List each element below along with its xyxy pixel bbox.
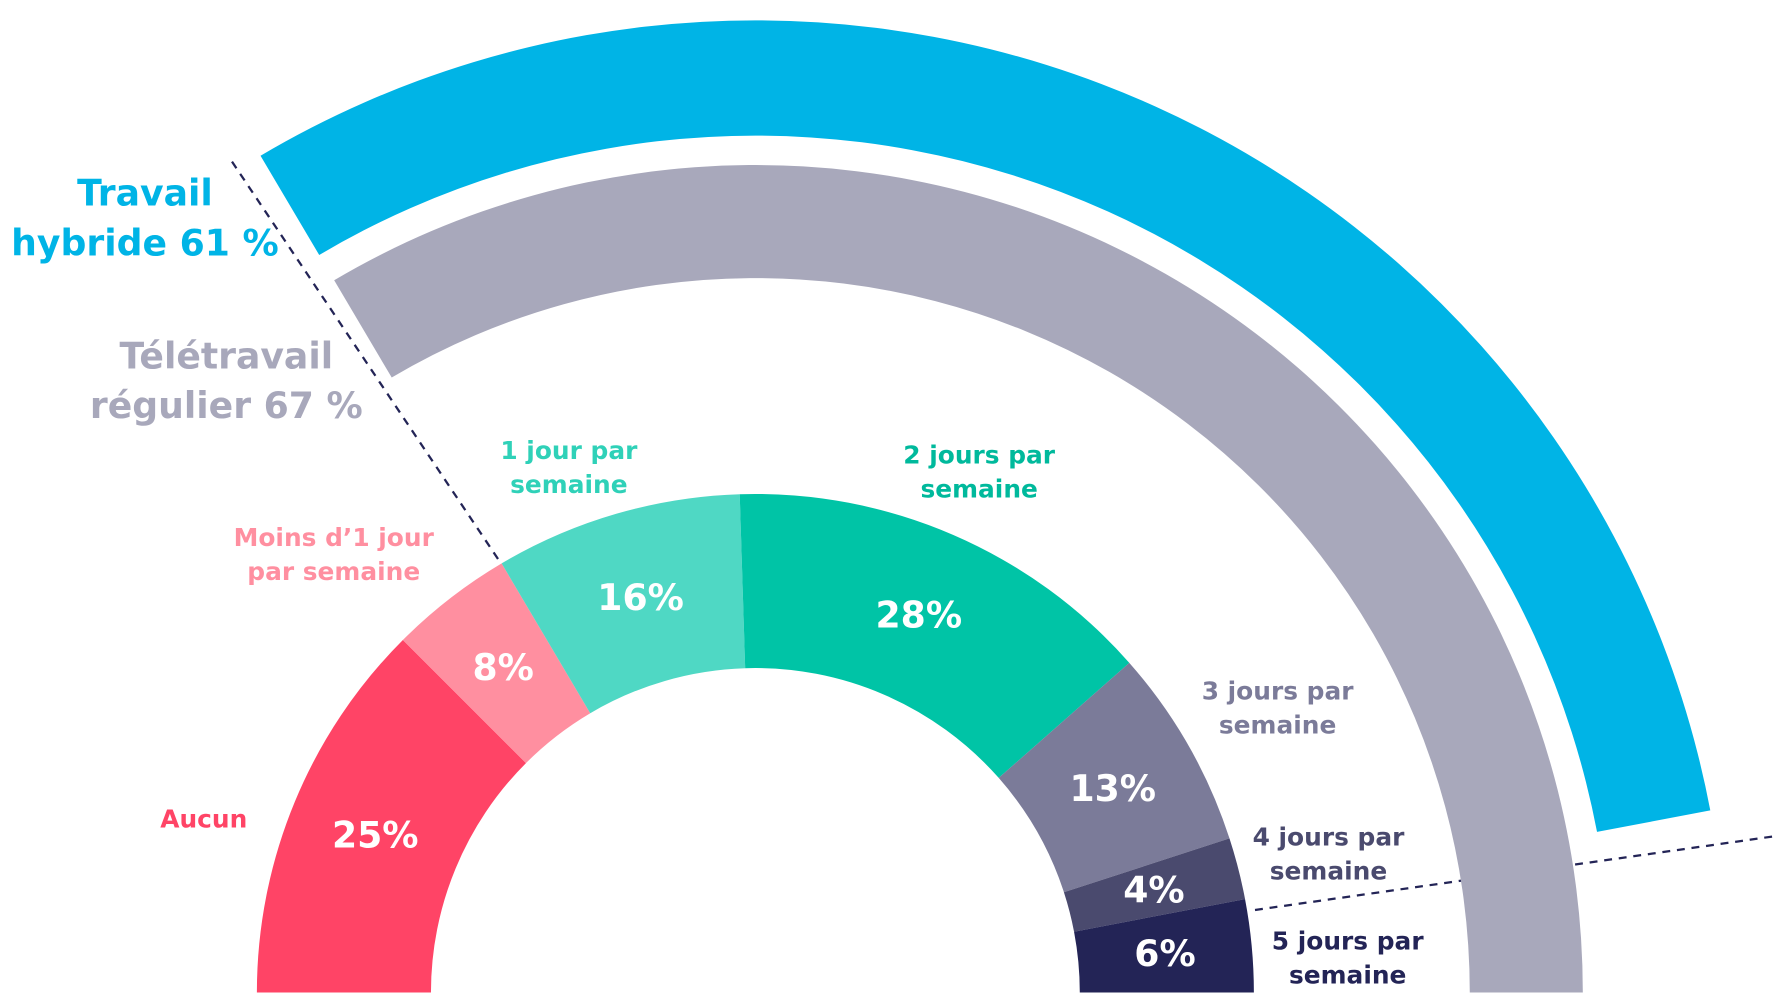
category-label-line: Moins d’1 jour — [234, 523, 435, 552]
category-label-line: par semaine — [247, 557, 420, 586]
ring-label: Travail hybride 61 % — [11, 172, 279, 265]
value-label: 28% — [876, 593, 963, 636]
value-label: 6% — [1134, 932, 1195, 975]
value-label: 4% — [1123, 869, 1184, 912]
category-label: 5 jours par semaine — [1272, 927, 1425, 990]
slice — [402, 563, 591, 764]
slice — [501, 494, 746, 714]
category-label-line: 1 jour par — [500, 436, 638, 465]
category-label: 1 jour par semaine — [500, 436, 638, 499]
divider-left — [231, 161, 501, 563]
category-label-line: Aucun — [160, 804, 247, 833]
category-label-line: semaine — [1270, 856, 1387, 885]
category-label-line: semaine — [1289, 960, 1406, 989]
ring-label: Télétravail régulier 67 % — [90, 335, 363, 428]
slice — [998, 662, 1230, 893]
slice — [1074, 899, 1254, 993]
ring-label-line: Travail — [77, 172, 213, 215]
category-label: 3 jours par semaine — [1202, 677, 1355, 740]
category-label: Aucun — [160, 804, 247, 833]
category-label-line: 2 jours par — [903, 440, 1056, 469]
category-label: 4 jours par semaine — [1253, 823, 1406, 886]
ring-arc — [334, 165, 1583, 993]
category-label-line: semaine — [510, 470, 627, 499]
category-label-line: semaine — [920, 474, 1037, 503]
category-label-line: 3 jours par — [1202, 677, 1355, 706]
slice — [739, 493, 1130, 778]
slice — [1063, 838, 1246, 932]
ring-arc — [260, 20, 1711, 832]
value-label: 8% — [472, 646, 533, 689]
ring-label-line: Télétravail — [120, 335, 334, 378]
slice — [256, 639, 526, 993]
category-label: Moins d’1 jour par semaine — [234, 523, 435, 586]
ring-label-line: régulier 67 % — [90, 384, 363, 427]
ring-label-line: hybride 61 % — [11, 221, 279, 264]
value-label: 25% — [332, 813, 419, 856]
category-label-line: semaine — [1219, 711, 1336, 740]
category-label: 2 jours par semaine — [903, 440, 1056, 503]
category-label-line: 5 jours par — [1272, 927, 1425, 956]
value-label: 16% — [597, 576, 684, 619]
category-label-line: 4 jours par — [1253, 823, 1406, 852]
value-label: 13% — [1070, 767, 1157, 810]
